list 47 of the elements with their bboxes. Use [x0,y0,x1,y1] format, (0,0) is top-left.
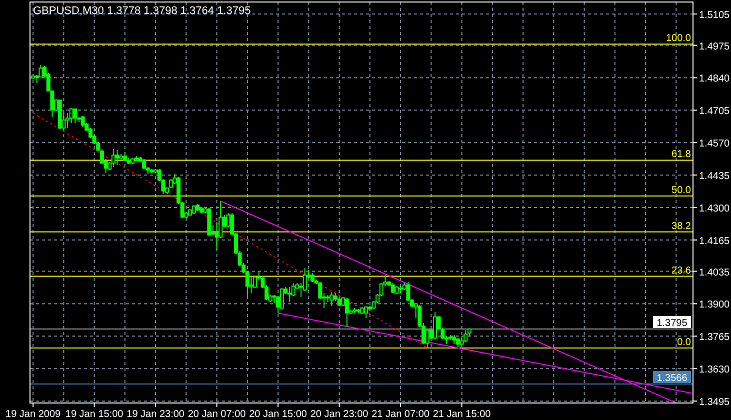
candlestick [73,108,78,124]
x-tick-label: 19 Jan 23:00 [126,409,185,420]
x-tick-label: 19 Jan 2009 [6,409,62,420]
candlestick [390,282,395,294]
y-tick-label: 1.3495 [699,397,730,408]
annotation: 0.0 [677,336,692,348]
y-tick-label: 1.3765 [699,332,730,344]
y-tick-label: 1.4570 [699,138,730,150]
chart-title: GBPUSD,M30 1.3778 1.3798 1.3764 1.3795 [33,5,251,17]
candlestick [115,150,120,166]
candlestick [452,334,456,345]
x-tick-label: 20 Jan 23:00 [310,409,369,420]
candlestick [330,292,334,307]
x-tick-label: 21 Jan 07:00 [372,409,430,420]
ref-line-label: 1.3795 [656,318,688,329]
annotation: 38.2 [672,220,692,232]
candlestick [288,286,292,303]
candlestick [344,297,349,328]
annotation: 61.8 [672,149,692,160]
y-tick-label: 1.5105 [699,10,730,22]
ref-line-label: 1.3566 [656,373,688,384]
candlestick [432,312,437,340]
y-tick-label: 1.4165 [699,236,730,248]
x-tick-label: 20 Jan 15:00 [249,409,308,420]
x-tick-label: 21 Jan 15:00 [432,409,492,420]
candlestick [122,152,127,162]
candlestick [280,288,284,310]
candlestick [80,115,85,128]
y-tick-label: 1.4705 [699,106,730,118]
x-tick-label: 20 Jan 07:00 [188,409,246,420]
y-tick-label: 1.4840 [699,74,730,85]
candlestick [464,330,468,343]
candlestick [425,328,430,348]
y-tick-label: 1.3900 [699,300,730,311]
candlestick [310,272,314,283]
y-tick-label: 1.4035 [699,267,730,278]
candlestick [364,306,368,319]
y-tick-label: 1.3630 [699,364,730,376]
annotation: 100.0 [666,33,692,44]
candlestick [142,158,146,170]
candlestick [111,148,116,168]
annotation: 50.0 [672,185,692,196]
y-tick-label: 1.4975 [699,41,730,52]
y-tick-label: 1.4300 [699,204,730,215]
x-tick-label: 19 Jan 15:00 [65,409,124,420]
annotation: 23.6 [672,265,692,276]
y-tick-label: 1.4435 [699,171,730,182]
